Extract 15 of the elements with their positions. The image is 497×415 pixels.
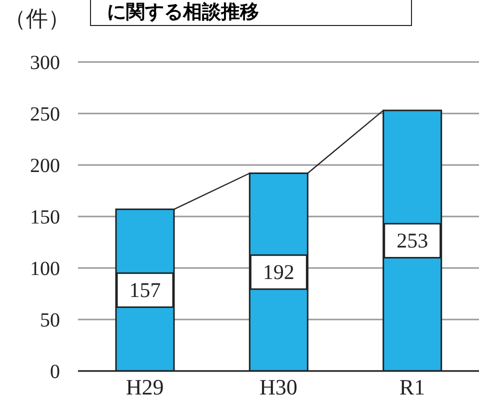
- y-tick-label: 200: [30, 155, 60, 178]
- y-axis-title: （件）: [4, 5, 70, 33]
- data-label: 157: [129, 278, 161, 302]
- y-tick-label: 250: [30, 104, 60, 126]
- x-tick-label: R1: [399, 374, 426, 400]
- y-tick-label: 100: [30, 258, 60, 280]
- y-tick-label: 150: [30, 206, 60, 229]
- data-label: 192: [262, 260, 294, 284]
- y-tick-label: 50: [40, 310, 60, 332]
- y-tick-label: 0: [50, 361, 60, 384]
- data-label: 253: [396, 228, 428, 253]
- y-tick-label: 300: [30, 52, 60, 74]
- x-tick-label: H29: [126, 374, 164, 400]
- x-tick-label: H30: [260, 374, 298, 400]
- chart-title: に関する相談推移: [90, 0, 412, 26]
